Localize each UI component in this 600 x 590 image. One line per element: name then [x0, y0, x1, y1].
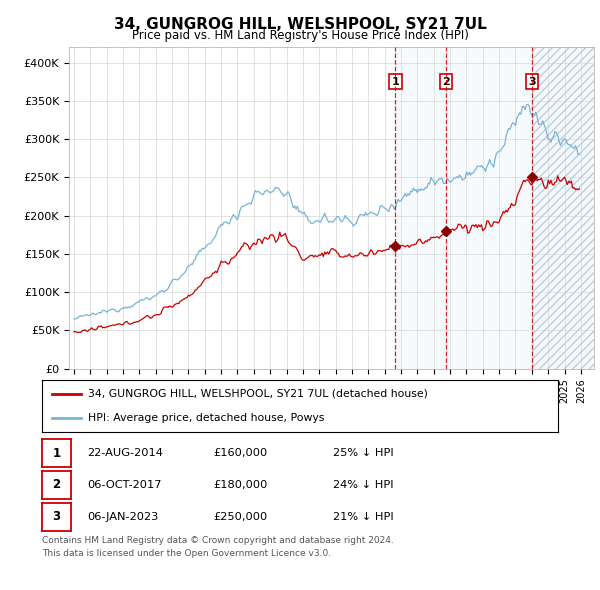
- Text: £180,000: £180,000: [213, 480, 268, 490]
- Text: 1: 1: [391, 77, 399, 87]
- Text: HPI: Average price, detached house, Powys: HPI: Average price, detached house, Powy…: [88, 413, 325, 423]
- Text: £160,000: £160,000: [213, 448, 267, 458]
- Text: Contains HM Land Registry data © Crown copyright and database right 2024.
This d: Contains HM Land Registry data © Crown c…: [42, 536, 394, 558]
- Bar: [395, 47, 532, 369]
- Bar: [532, 47, 594, 369]
- Text: 34, GUNGROG HILL, WELSHPOOL, SY21 7UL: 34, GUNGROG HILL, WELSHPOOL, SY21 7UL: [113, 17, 487, 31]
- Text: 24% ↓ HPI: 24% ↓ HPI: [333, 480, 394, 490]
- Text: 3: 3: [528, 77, 536, 87]
- Text: 2: 2: [442, 77, 450, 87]
- Text: 34, GUNGROG HILL, WELSHPOOL, SY21 7UL (detached house): 34, GUNGROG HILL, WELSHPOOL, SY21 7UL (d…: [88, 389, 428, 399]
- Text: Price paid vs. HM Land Registry's House Price Index (HPI): Price paid vs. HM Land Registry's House …: [131, 30, 469, 42]
- Text: 25% ↓ HPI: 25% ↓ HPI: [333, 448, 394, 458]
- Text: 06-OCT-2017: 06-OCT-2017: [87, 480, 161, 490]
- Text: 1: 1: [52, 447, 61, 460]
- Bar: [532, 47, 594, 369]
- Text: £250,000: £250,000: [213, 512, 267, 522]
- Text: 21% ↓ HPI: 21% ↓ HPI: [333, 512, 394, 522]
- Text: 06-JAN-2023: 06-JAN-2023: [87, 512, 158, 522]
- Text: 3: 3: [52, 510, 61, 523]
- Text: 2: 2: [52, 478, 61, 491]
- Text: 22-AUG-2014: 22-AUG-2014: [87, 448, 163, 458]
